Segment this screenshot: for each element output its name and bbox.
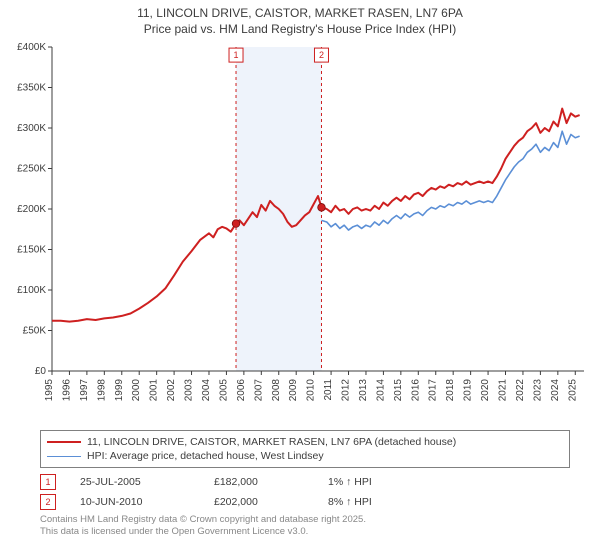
sale-row: 1 25-JUL-2005 £182,000 1% ↑ HPI bbox=[40, 472, 570, 492]
legend-box: 11, LINCOLN DRIVE, CAISTOR, MARKET RASEN… bbox=[40, 430, 570, 468]
svg-text:2002: 2002 bbox=[166, 379, 177, 402]
legend-row: HPI: Average price, detached house, West… bbox=[47, 449, 563, 463]
svg-text:2024: 2024 bbox=[550, 379, 561, 402]
svg-text:2008: 2008 bbox=[271, 379, 282, 402]
svg-text:1: 1 bbox=[234, 50, 239, 60]
title-line2: Price paid vs. HM Land Registry's House … bbox=[144, 22, 456, 36]
svg-text:2003: 2003 bbox=[184, 379, 195, 402]
sale-date: 10-JUN-2010 bbox=[80, 496, 190, 508]
svg-text:£100K: £100K bbox=[17, 285, 46, 296]
svg-text:2019: 2019 bbox=[463, 379, 474, 402]
sales-table: 1 25-JUL-2005 £182,000 1% ↑ HPI 2 10-JUN-2010… bbox=[40, 472, 570, 512]
legend-label: HPI: Average price, detached house, West… bbox=[87, 450, 324, 462]
svg-text:2023: 2023 bbox=[532, 379, 543, 402]
svg-text:2010: 2010 bbox=[306, 379, 317, 402]
svg-text:2001: 2001 bbox=[149, 379, 160, 402]
sale-badge: 1 bbox=[40, 474, 56, 490]
chart-title: 11, LINCOLN DRIVE, CAISTOR, MARKET RASEN… bbox=[0, 0, 600, 41]
svg-text:2015: 2015 bbox=[393, 379, 404, 402]
svg-text:1999: 1999 bbox=[114, 379, 125, 402]
svg-text:£250K: £250K bbox=[17, 164, 46, 175]
svg-text:2020: 2020 bbox=[480, 379, 491, 402]
svg-text:£400K: £400K bbox=[17, 42, 46, 53]
chart-area: £0 £50K £100K £150K £200K £250K £300K £350K £400… bbox=[8, 41, 592, 424]
legend-swatch bbox=[47, 456, 81, 457]
svg-text:£150K: £150K bbox=[17, 245, 46, 256]
svg-text:2005: 2005 bbox=[218, 379, 229, 402]
legend-swatch bbox=[47, 441, 81, 443]
svg-text:£50K: £50K bbox=[23, 326, 47, 337]
svg-text:1998: 1998 bbox=[96, 379, 107, 402]
sale-date: 25-JUL-2005 bbox=[80, 476, 190, 488]
svg-text:2011: 2011 bbox=[323, 379, 334, 401]
sale-row: 2 10-JUN-2010 £202,000 8% ↑ HPI bbox=[40, 492, 570, 512]
svg-text:2006: 2006 bbox=[236, 379, 247, 402]
sale-delta: 1% ↑ HPI bbox=[328, 476, 372, 488]
footer-line1: Contains HM Land Registry data © Crown c… bbox=[40, 514, 366, 525]
svg-text:2000: 2000 bbox=[131, 379, 142, 402]
svg-text:2018: 2018 bbox=[445, 379, 456, 402]
svg-text:2009: 2009 bbox=[288, 379, 299, 402]
svg-text:2: 2 bbox=[319, 50, 324, 60]
title-line1: 11, LINCOLN DRIVE, CAISTOR, MARKET RASEN… bbox=[137, 6, 463, 20]
footer-line2: This data is licensed under the Open Gov… bbox=[40, 526, 308, 537]
svg-text:1997: 1997 bbox=[79, 379, 90, 402]
svg-text:2012: 2012 bbox=[341, 379, 352, 402]
svg-text:£300K: £300K bbox=[17, 123, 46, 134]
footer-attribution: Contains HM Land Registry data © Crown c… bbox=[40, 514, 570, 538]
sale-price: £202,000 bbox=[214, 496, 304, 508]
svg-text:2004: 2004 bbox=[201, 379, 212, 402]
svg-text:2014: 2014 bbox=[375, 379, 386, 402]
line-chart-svg: £0 £50K £100K £150K £200K £250K £300K £350K £400… bbox=[8, 41, 592, 421]
svg-text:£200K: £200K bbox=[17, 204, 46, 215]
svg-text:2021: 2021 bbox=[498, 379, 509, 402]
sale-price: £182,000 bbox=[214, 476, 304, 488]
svg-text:£0: £0 bbox=[35, 366, 47, 377]
svg-text:£350K: £350K bbox=[17, 83, 46, 94]
sale-delta: 8% ↑ HPI bbox=[328, 496, 372, 508]
svg-text:2013: 2013 bbox=[358, 379, 369, 402]
svg-text:2025: 2025 bbox=[567, 379, 578, 402]
svg-text:2017: 2017 bbox=[428, 379, 439, 402]
svg-text:1996: 1996 bbox=[61, 379, 72, 402]
svg-text:2022: 2022 bbox=[515, 379, 526, 402]
sale-badge: 2 bbox=[40, 494, 56, 510]
svg-text:1995: 1995 bbox=[44, 379, 55, 402]
legend-label: 11, LINCOLN DRIVE, CAISTOR, MARKET RASEN… bbox=[87, 436, 456, 448]
svg-text:2016: 2016 bbox=[410, 379, 421, 402]
legend-row: 11, LINCOLN DRIVE, CAISTOR, MARKET RASEN… bbox=[47, 435, 563, 449]
svg-text:2007: 2007 bbox=[253, 379, 264, 402]
